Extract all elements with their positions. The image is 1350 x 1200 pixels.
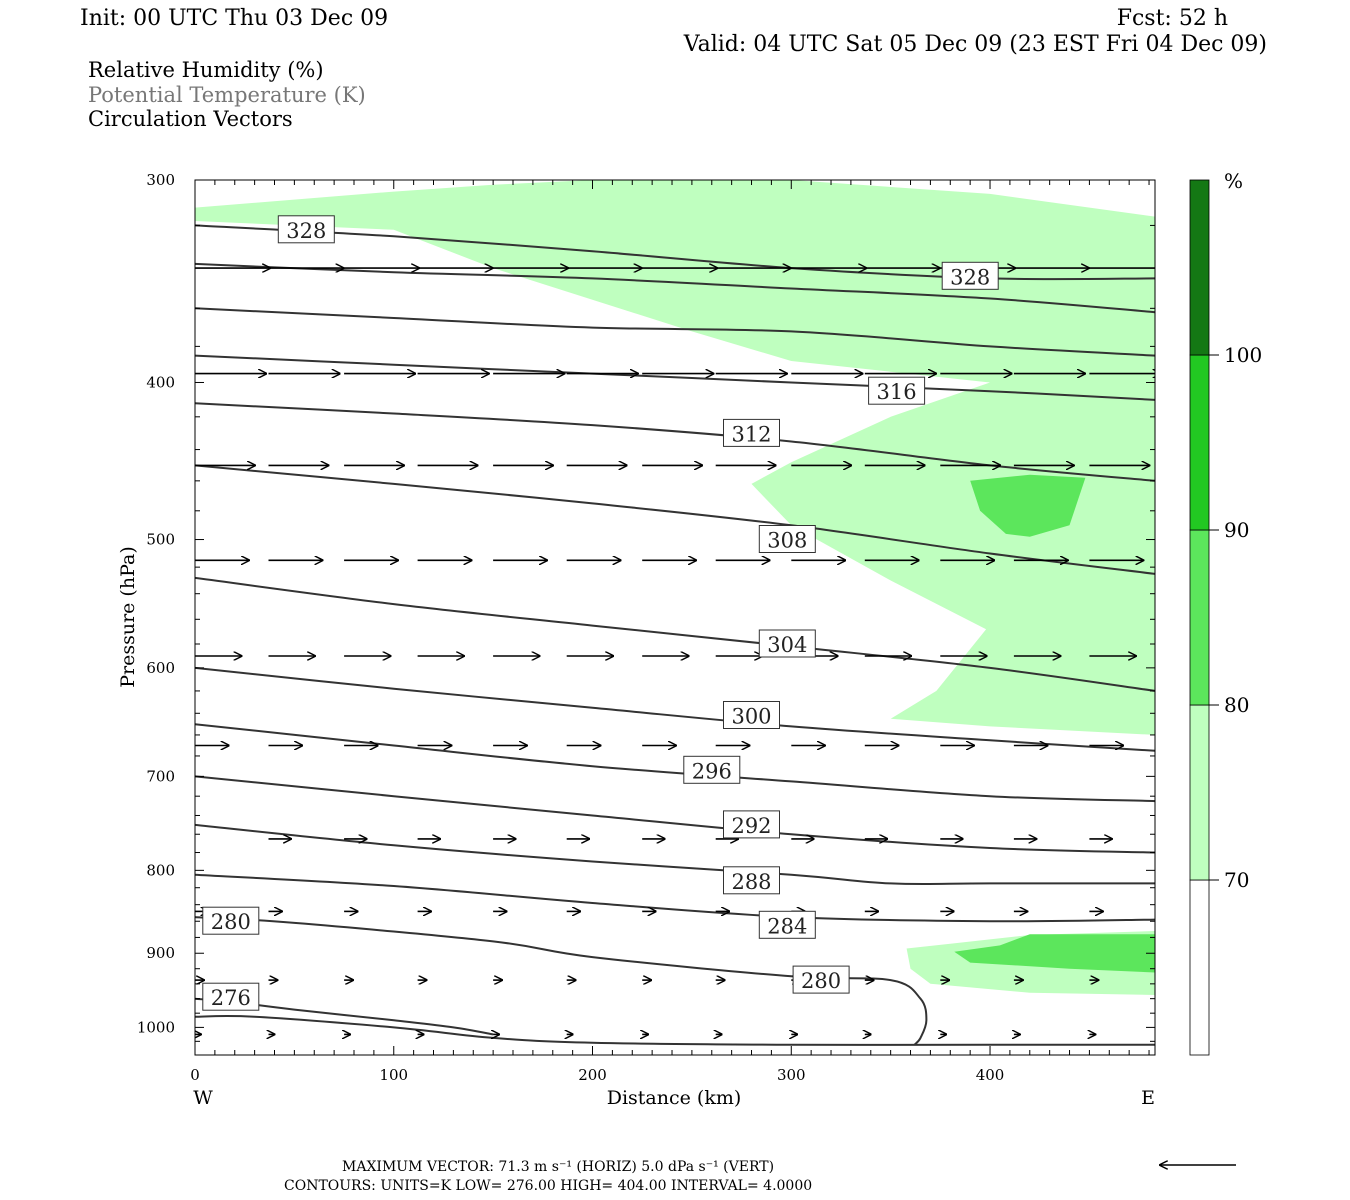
y-tick-label-400: 400 xyxy=(146,373,175,391)
contour-label-316-2: 316 xyxy=(868,376,926,405)
svg-text:316: 316 xyxy=(877,380,917,404)
svg-text:284: 284 xyxy=(767,914,807,938)
svg-text:328: 328 xyxy=(950,265,990,289)
legend-theta: Potential Temperature (K) xyxy=(88,83,366,107)
contour-label-312-3: 312 xyxy=(723,418,780,447)
x-tick-label-400: 400 xyxy=(976,1066,1005,1084)
contour-label-284-10: 284 xyxy=(758,910,816,939)
x-end-right: E xyxy=(1141,1087,1155,1109)
max-vector-note: MAXIMUM VECTOR: 71.3 m s⁻¹ (HORIZ) 5.0 d… xyxy=(342,1159,774,1175)
axis-ticks: 0 100 200 300 400 300 400 500 600 700 800 900 1000 xyxy=(137,171,1155,1084)
y-axis-label: Pressure (hPa) xyxy=(117,546,139,688)
contour-label-328-1: 328 xyxy=(941,261,999,290)
contour-label-328-0: 328 xyxy=(277,215,335,244)
svg-text:312: 312 xyxy=(731,422,771,446)
svg-text:300: 300 xyxy=(731,705,771,729)
colorbar-segment-2 xyxy=(1189,529,1210,706)
contour-label-280-11: 280 xyxy=(202,906,260,935)
svg-text:276: 276 xyxy=(211,986,251,1010)
contour-label-292-8: 292 xyxy=(723,810,780,839)
vector-layer xyxy=(195,268,1155,1034)
theta-contour-284-3 xyxy=(195,873,1155,923)
svg-text:292: 292 xyxy=(731,814,771,838)
colorbar-label-80: 80 xyxy=(1224,693,1249,717)
x-tick-label-0: 0 xyxy=(190,1066,200,1084)
legend-rh: Relative Humidity (%) xyxy=(88,58,324,82)
y-tick-label-600: 600 xyxy=(146,659,175,677)
x-axis-label: Distance (km) xyxy=(607,1087,742,1109)
colorbar-segment-4 xyxy=(1189,179,1210,356)
x-tick-label-100: 100 xyxy=(379,1066,408,1084)
plot-frame xyxy=(194,179,1156,1056)
theta-contour-276-1 xyxy=(195,1015,1155,1046)
theta-contour-296-6 xyxy=(195,723,1155,803)
x-tick-label-200: 200 xyxy=(578,1066,607,1084)
contour-label-280-12: 280 xyxy=(792,965,850,994)
colorbar-segment-1 xyxy=(1189,704,1210,881)
colorbar-unit: % xyxy=(1224,169,1243,193)
y-tick-label-900: 900 xyxy=(146,944,175,962)
x-end-left: W xyxy=(193,1087,213,1109)
svg-text:308: 308 xyxy=(767,529,807,553)
svg-text:280: 280 xyxy=(211,910,251,934)
svg-text:288: 288 xyxy=(731,870,771,894)
contour-label-300-6: 300 xyxy=(723,701,780,729)
contour-label-304-5: 304 xyxy=(758,629,816,658)
y-tick-label-800: 800 xyxy=(146,861,175,879)
theta-contour-320-12 xyxy=(195,307,1155,357)
rh-fill-layer xyxy=(195,180,1155,995)
rh-region-80-3 xyxy=(954,934,1155,973)
colorbar-label-70: 70 xyxy=(1224,868,1249,892)
svg-text:304: 304 xyxy=(767,633,807,657)
contour-label-276-13: 276 xyxy=(202,982,260,1011)
y-tick-label-500: 500 xyxy=(146,531,175,549)
colorbar-segment-3 xyxy=(1189,354,1210,531)
theta-contour-292-5 xyxy=(195,775,1155,854)
forecast-hour: Fcst: 52 h xyxy=(1117,6,1228,31)
theta-contour-316-11 xyxy=(195,354,1155,401)
x-tick-label-300: 300 xyxy=(777,1066,806,1084)
colorbar-label-90: 90 xyxy=(1224,518,1249,542)
init-time: Init: 00 UTC Thu 03 Dec 09 xyxy=(80,6,388,31)
contours-note: CONTOURS: UNITS=K LOW= 276.00 HIGH= 404.… xyxy=(284,1178,812,1194)
contour-label-layer: 328 328 316 312 308 304 300 296 292 288 284 280 280 2… xyxy=(202,215,999,1011)
y-tick-label-1000: 1000 xyxy=(137,1018,175,1036)
contour-label-296-7: 296 xyxy=(683,755,741,784)
svg-text:328: 328 xyxy=(286,219,326,243)
svg-text:296: 296 xyxy=(692,759,732,783)
theta-contour-308-9 xyxy=(195,464,1155,575)
valid-time: Valid: 04 UTC Sat 05 Dec 09 (23 EST Fri … xyxy=(683,32,1267,57)
y-tick-label-700: 700 xyxy=(146,767,175,785)
contour-label-308-4: 308 xyxy=(758,525,816,553)
rh-region-80-2 xyxy=(970,474,1086,537)
theta-contour-280-2 xyxy=(195,916,928,1046)
legend-vectors: Circulation Vectors xyxy=(88,107,293,131)
colorbar: 70 80 90 100 xyxy=(1189,179,1262,1056)
colorbar-label-100: 100 xyxy=(1224,343,1262,367)
y-tick-label-300: 300 xyxy=(146,171,175,189)
theta-contour-288-4 xyxy=(195,823,1155,886)
rh-region-70-0 xyxy=(195,180,1155,735)
theta-contour-304-8 xyxy=(195,576,1155,692)
contour-label-288-9: 288 xyxy=(723,866,780,895)
theta-contour-324-13 xyxy=(195,262,1155,314)
colorbar-segment-0 xyxy=(1189,879,1210,1056)
svg-text:280: 280 xyxy=(801,969,841,993)
theta-contour-300-7 xyxy=(195,666,1155,752)
